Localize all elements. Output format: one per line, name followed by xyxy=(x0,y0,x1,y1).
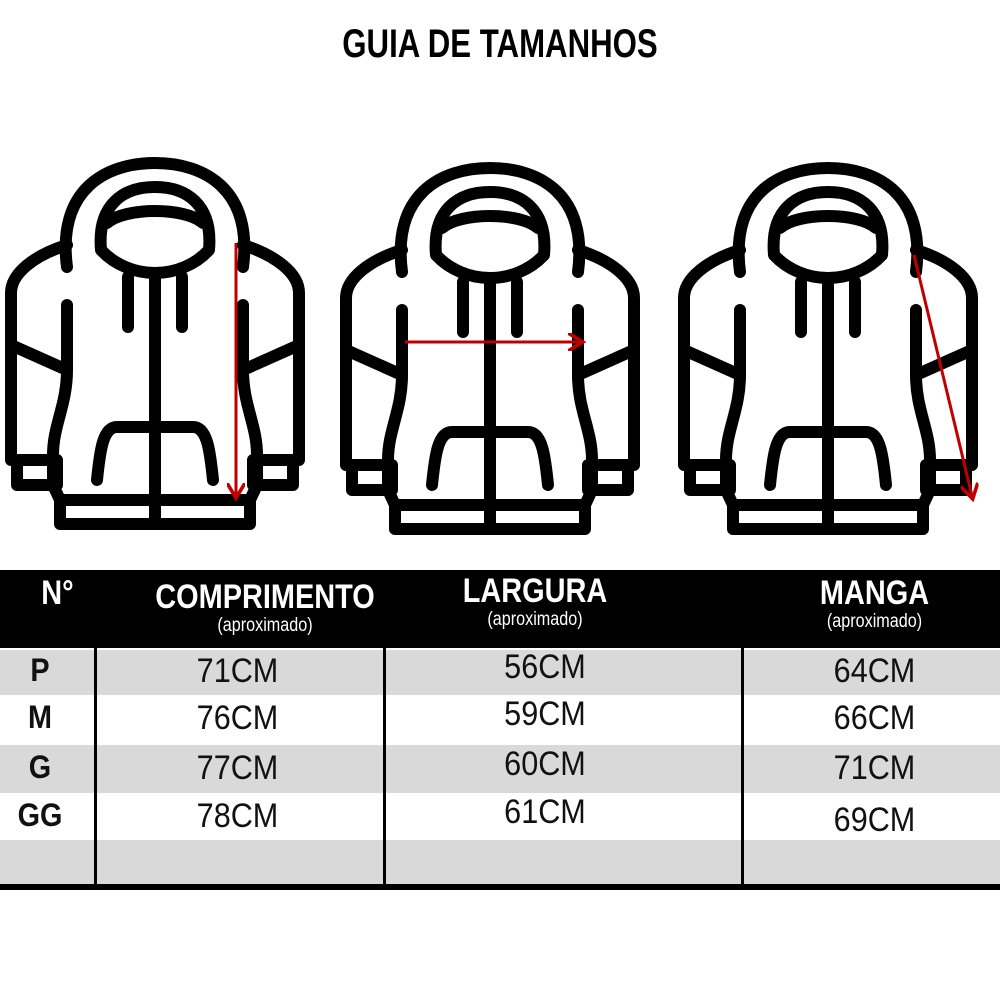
table-bottom-border xyxy=(0,884,1000,890)
column-divider xyxy=(383,648,386,885)
sleeve-arrow-icon xyxy=(912,254,972,496)
column-divider xyxy=(741,648,744,885)
hoodie-icon xyxy=(11,163,299,524)
table-row: P 71CM 56CM 64CM xyxy=(0,648,1000,695)
page-title: GUIA DE TAMANHOS xyxy=(342,22,658,66)
table-row-empty xyxy=(0,840,1000,885)
hoodie-icon xyxy=(346,168,634,529)
hoodie-length-illustration xyxy=(5,155,315,545)
column-divider xyxy=(94,648,97,885)
size-table: N° COMPRIMENTO (aproximado) LARGURA (apr… xyxy=(0,570,1000,890)
table-row: GG 78CM 61CM 69CM xyxy=(0,793,1000,840)
header-comprimento: COMPRIMENTO (aproximado) xyxy=(155,578,375,636)
hoodie-sleeve-illustration xyxy=(678,160,988,550)
header-manga: MANGA (aproximado) xyxy=(819,574,930,632)
table-row: M 76CM 59CM 66CM xyxy=(0,695,1000,745)
table-header: N° COMPRIMENTO (aproximado) LARGURA (apr… xyxy=(0,570,1000,648)
table-row: G 77CM 60CM 71CM xyxy=(0,745,1000,793)
hoodie-icon xyxy=(684,168,972,529)
header-size: N° xyxy=(41,574,74,612)
header-largura: LARGURA (aproximado) xyxy=(462,572,608,630)
hoodie-width-illustration xyxy=(340,160,650,550)
